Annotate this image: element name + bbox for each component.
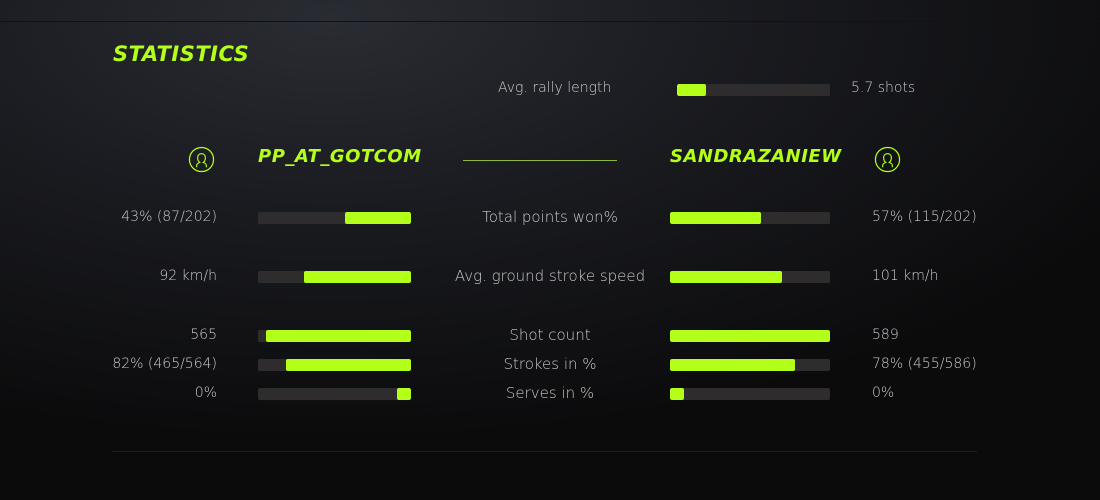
bottom-divider bbox=[112, 451, 977, 452]
rally-bar-fill bbox=[677, 84, 707, 96]
left-stat-value: 92 km/h bbox=[159, 268, 217, 284]
left-stat-value: 82% (465/564) bbox=[112, 356, 217, 372]
left-stat-bar bbox=[258, 388, 411, 400]
right-stat-bar bbox=[670, 271, 830, 283]
right-stat-bar-fill bbox=[670, 388, 685, 400]
rally-value: 5.7 shots bbox=[851, 80, 916, 96]
rally-bar bbox=[677, 84, 830, 96]
stat-label: Serves in % bbox=[505, 384, 595, 402]
right-stat-bar bbox=[670, 212, 830, 224]
stat-label: Total points won% bbox=[482, 208, 618, 226]
vs-divider bbox=[463, 160, 617, 161]
left-stat-bar-fill bbox=[303, 271, 411, 283]
left-stat-value: 43% (87/202) bbox=[121, 209, 217, 225]
left-stat-bar-fill bbox=[285, 359, 411, 371]
left-stat-bar bbox=[258, 359, 411, 371]
right-stat-value: 0% bbox=[872, 385, 895, 401]
right-stat-value: 57% (115/202) bbox=[872, 209, 977, 225]
left-stat-bar-fill bbox=[345, 212, 411, 224]
right-player-name: SANDRAZANIEW bbox=[670, 146, 842, 167]
right-stat-value: 78% (455/586) bbox=[872, 356, 977, 372]
stat-label: Shot count bbox=[509, 326, 591, 344]
stat-label: Avg. ground stroke speed bbox=[454, 267, 646, 285]
page-title: STATISTICS bbox=[113, 42, 250, 66]
right-stat-value: 101 km/h bbox=[872, 268, 939, 284]
right-stat-bar bbox=[670, 388, 830, 400]
right-stat-bar bbox=[670, 359, 830, 371]
right-stat-bar bbox=[670, 330, 830, 342]
left-stat-bar bbox=[258, 271, 411, 283]
left-stat-value: 565 bbox=[190, 327, 217, 343]
right-stat-bar-fill bbox=[670, 330, 830, 342]
left-stat-bar-fill bbox=[265, 330, 411, 342]
left-player-name: PP_AT_GOTCOM bbox=[258, 146, 422, 167]
stat-label: Strokes in % bbox=[503, 355, 597, 373]
right-stat-bar-fill bbox=[670, 212, 762, 224]
right-stat-bar-fill bbox=[670, 271, 782, 283]
right-stat-bar-fill bbox=[670, 359, 795, 371]
right-stat-value: 589 bbox=[872, 327, 899, 343]
left-stat-bar bbox=[258, 330, 411, 342]
user-icon bbox=[188, 146, 215, 173]
left-stat-bar-fill bbox=[397, 388, 411, 400]
top-divider bbox=[0, 21, 1100, 22]
left-stat-bar bbox=[258, 212, 411, 224]
left-stat-value: 0% bbox=[194, 385, 217, 401]
rally-label: Avg. rally length bbox=[498, 80, 612, 96]
user-icon bbox=[874, 146, 901, 173]
